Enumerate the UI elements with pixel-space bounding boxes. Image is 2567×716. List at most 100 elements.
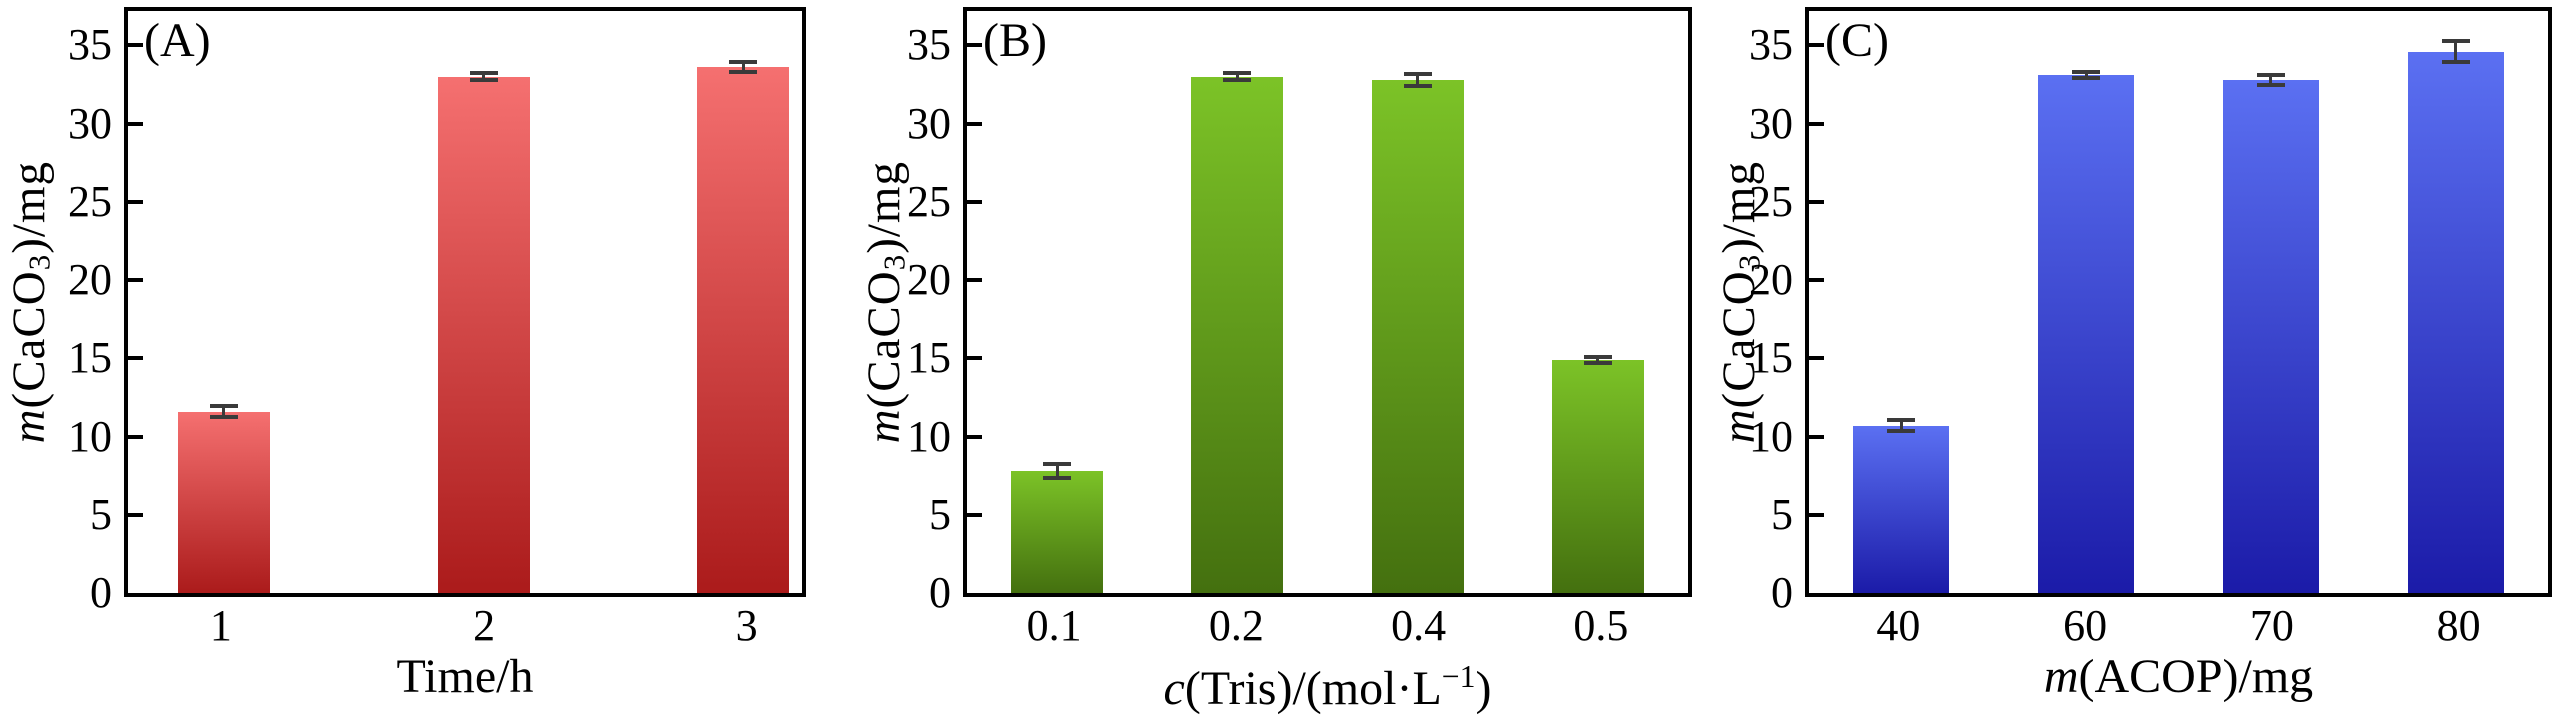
y-axis-tick <box>1809 278 1824 283</box>
bar <box>697 67 790 593</box>
chart-panel-b: m(CaCO3)/mg (B) 0 5 10 15 20 25 30 35 0.1 0.2 0.4… <box>855 0 1710 715</box>
error-bar-cap <box>1887 429 1916 434</box>
error-bar-stem <box>1055 462 1059 480</box>
x-axis-title-a: Time/h <box>124 650 806 704</box>
y-tick-label: 0 <box>929 568 951 617</box>
y-tick-label: 10 <box>1749 411 1793 461</box>
x-tick-label: 0.5 <box>1573 601 1629 650</box>
y-axis-tick <box>967 121 982 126</box>
y-axis-title-a: m(CaCO3)/mg <box>3 7 56 597</box>
y-axis-tick <box>128 434 143 439</box>
y-tick-label: 5 <box>90 489 112 539</box>
y-tick-label: 20 <box>907 255 951 305</box>
x-tick-label: 40 <box>1876 601 1921 650</box>
y-axis-tick <box>128 512 143 517</box>
error-bar <box>2256 72 2285 87</box>
label-fragment: c <box>1163 662 1185 715</box>
y-axis-tick <box>1809 121 1824 126</box>
y-tick-label: 5 <box>929 489 951 539</box>
y-tick-label: 20 <box>68 255 112 305</box>
y-tick-label: 10 <box>68 411 112 461</box>
y-tick-label: 25 <box>907 176 951 226</box>
y-tick-label: 30 <box>1749 98 1793 148</box>
panel-label-c: (C) <box>1825 14 1889 67</box>
label-fragment: ) <box>1475 662 1492 715</box>
x-tick-label: 80 <box>2436 601 2481 650</box>
error-bar-stem <box>1416 72 1420 88</box>
error-bar <box>1043 462 1072 480</box>
error-bar <box>1223 71 1252 83</box>
panel-label-a: (A) <box>144 14 211 67</box>
bar <box>437 76 530 593</box>
x-tick-labels-a: 1 2 3 <box>124 601 806 651</box>
error-bar <box>2441 39 2470 65</box>
label-fragment: )/mg <box>858 160 911 254</box>
y-tick-label: 30 <box>68 98 112 148</box>
error-bar-cap <box>1583 360 1612 365</box>
x-tick-label: 70 <box>2249 601 2294 650</box>
error-bar-cap <box>2072 75 2101 80</box>
y-axis-tick <box>967 43 982 48</box>
y-tick-label: 10 <box>907 411 951 461</box>
error-bar-cap <box>469 78 498 83</box>
x-tick-labels-c: 40 60 70 80 <box>1805 601 2552 651</box>
error-bar <box>469 71 498 83</box>
y-tick-label: 35 <box>1749 20 1793 70</box>
y-axis-tick <box>128 199 143 204</box>
label-fragment: (ACOP)/mg <box>2078 650 2314 703</box>
x-tick-label: 0.4 <box>1391 601 1447 650</box>
y-tick-label: 35 <box>907 20 951 70</box>
label-fragment: )/mg <box>3 160 56 254</box>
y-axis-tick <box>128 278 143 283</box>
error-bar-cap <box>209 415 238 420</box>
x-tick-label: 0.1 <box>1026 601 1082 650</box>
x-tick-label: 2 <box>473 601 496 650</box>
y-axis-tick <box>967 199 982 204</box>
bar <box>177 411 270 593</box>
error-bar-cap <box>1043 475 1072 480</box>
x-axis-title-b: c(Tris)/(mol·L−1) <box>963 650 1692 716</box>
y-tick-label: 0 <box>1771 568 1793 617</box>
error-bar-stem <box>482 71 486 83</box>
error-bar <box>2072 70 2101 80</box>
error-bar <box>1887 417 1916 434</box>
y-axis-tick <box>967 512 982 517</box>
plot-area-b: (B) 0 5 10 15 20 25 30 35 <box>907 7 1692 615</box>
label-fragment: Time/h <box>396 650 534 703</box>
error-bar-stem <box>741 60 745 75</box>
x-tick-label: 1 <box>209 601 232 650</box>
y-tick-label: 35 <box>68 20 112 70</box>
y-tick-label: 15 <box>68 333 112 383</box>
bar <box>2222 79 2319 593</box>
x-tick-label: 0.2 <box>1208 601 1264 650</box>
error-bar-stem <box>2269 72 2273 87</box>
y-tick-label: 0 <box>90 568 112 617</box>
bar <box>1011 470 1104 593</box>
error-bar-cap <box>2256 82 2285 87</box>
label-fragment: m <box>3 408 56 444</box>
label-fragment: −1 <box>1441 659 1476 694</box>
error-bar-stem <box>1899 417 1903 434</box>
error-bar <box>1583 355 1612 365</box>
error-bar-stem <box>222 403 226 420</box>
y-axis-tick <box>1809 512 1824 517</box>
error-bar-stem <box>2454 39 2458 65</box>
bar <box>2407 51 2504 593</box>
y-axis-tick <box>1809 434 1824 439</box>
error-bar-cap <box>1223 78 1252 83</box>
y-axis-title-text: m(CaCO3)/mg <box>857 161 912 443</box>
plot-area-c: (C) 0 5 10 15 20 25 30 35 <box>1749 7 2552 615</box>
y-axis-tick <box>128 43 143 48</box>
y-tick-label: 20 <box>1749 255 1793 305</box>
panel-label-b: (B) <box>983 14 1047 67</box>
bar <box>1371 79 1464 593</box>
bar <box>1191 76 1284 593</box>
x-tick-label: 60 <box>2063 601 2108 650</box>
plot-area-a: (A) 0 5 10 15 20 25 30 35 <box>68 7 806 615</box>
error-bar-cap <box>2441 60 2470 65</box>
error-bar <box>209 403 238 420</box>
y-axis-tick <box>128 356 143 361</box>
y-tick-label: 25 <box>68 176 112 226</box>
